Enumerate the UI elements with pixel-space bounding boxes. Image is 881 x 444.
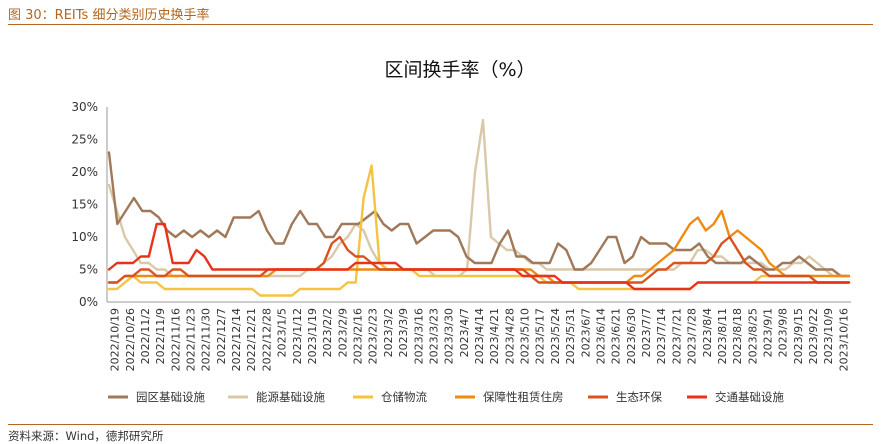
x-tick-label: 2022/11/23 xyxy=(185,308,198,371)
y-tick-label: 10% xyxy=(71,230,98,244)
legend-label: 交通基础设施 xyxy=(715,390,784,404)
axes: 0%5%10%15%20%25%30%2022/10/19 2022/10/26 2… xyxy=(71,100,851,371)
x-tick-label: 2023/1/12 xyxy=(291,308,304,364)
x-tick-label: 2023/6/7 xyxy=(579,308,592,357)
x-tick-label: 2023/3/30 xyxy=(443,308,456,364)
x-tick-label: 2023/3/9 xyxy=(397,308,410,357)
x-tick-label: 2023/5/31 xyxy=(564,308,577,364)
x-tick-label: 2022/10/26 xyxy=(124,308,137,371)
x-tick-label: 2023/2/23 xyxy=(367,308,380,364)
x-tick-label: 2023/9/8 xyxy=(777,308,790,357)
x-tick-label: 2023/8/18 xyxy=(731,308,744,364)
x-tick-label: 2022/11/30 xyxy=(200,308,213,371)
x-tick-label: 2023/5/17 xyxy=(534,308,547,364)
line-chart: 区间换手率（%） 0%5%10%15%20%25%30%2022/10/19 20… xyxy=(71,59,851,404)
series-line xyxy=(107,222,851,291)
legend: 园区基础设施 能源基础设施 仓储物流 保障性租赁住房 生态环保 交通基础设施 xyxy=(108,390,784,404)
series-line xyxy=(107,209,851,284)
x-tick-label: 2023/4/14 xyxy=(473,308,486,364)
x-tick-label: 2022/11/9 xyxy=(154,308,167,364)
x-tick-label: 2023/4/28 xyxy=(503,308,516,364)
x-tick-label: 2023/8/25 xyxy=(746,308,759,364)
x-tick-label: 2022/12/14 xyxy=(230,308,243,371)
x-tick-label: 2023/9/15 xyxy=(792,308,805,364)
source-note: 资料来源：Wind，德邦研究所 xyxy=(8,429,164,443)
legend-label: 生态环保 xyxy=(616,390,662,404)
x-tick-label: 2023/8/11 xyxy=(716,308,729,364)
x-tick-label: 2023/2/2 xyxy=(321,308,334,357)
x-tick-label: 2023/4/21 xyxy=(488,308,501,364)
x-tick-label: 2023/7/7 xyxy=(640,308,653,357)
x-tick-label: 2022/10/19 xyxy=(109,308,122,371)
x-tick-label: 2023/8/4 xyxy=(701,308,714,357)
x-tick-label: 2023/1/5 xyxy=(276,308,289,357)
y-tick-label: 0% xyxy=(79,295,98,309)
top-rule xyxy=(8,24,873,25)
x-tick-label: 2023/3/23 xyxy=(427,308,440,364)
x-tick-label: 2023/7/28 xyxy=(686,308,699,364)
bottom-rule xyxy=(8,424,873,425)
legend-label: 能源基础设施 xyxy=(256,390,325,404)
x-tick-label: 2022/11/16 xyxy=(169,308,182,371)
x-tick-label: 2023/2/16 xyxy=(352,308,365,364)
x-tick-label: 2023/5/24 xyxy=(549,308,562,364)
series-layer xyxy=(107,118,851,297)
legend-label: 园区基础设施 xyxy=(136,390,205,404)
x-tick-label: 2023/6/30 xyxy=(625,308,638,364)
x-tick-label: 2023/10/9 xyxy=(822,308,835,364)
x-tick-label: 2023/9/1 xyxy=(761,308,774,357)
x-tick-label: 2023/9/22 xyxy=(807,308,820,364)
y-tick-label: 5% xyxy=(79,263,98,277)
x-tick-label: 2023/4/7 xyxy=(458,308,471,357)
x-tick-label: 2022/12/7 xyxy=(215,308,228,364)
x-tick-label: 2022/11/2 xyxy=(139,308,152,364)
x-tick-label: 2023/10/16 xyxy=(837,308,850,371)
y-tick-label: 15% xyxy=(71,198,98,212)
x-tick-label: 2022/12/21 xyxy=(245,308,258,371)
y-tick-label: 30% xyxy=(71,100,98,114)
series-line xyxy=(107,151,851,278)
chart-title: 区间换手率（%） xyxy=(384,59,535,81)
x-tick-label: 2023/2/9 xyxy=(336,308,349,357)
legend-label: 仓储物流 xyxy=(381,390,427,404)
legend-label: 保障性租赁住房 xyxy=(483,390,564,404)
x-tick-label: 2023/7/14 xyxy=(655,308,668,364)
x-tick-label: 2023/5/10 xyxy=(519,308,532,364)
x-tick-label: 2023/6/14 xyxy=(594,308,607,364)
x-tick-label: 2023/3/2 xyxy=(382,308,395,357)
y-tick-label: 25% xyxy=(71,133,98,147)
x-tick-label: 2022/12/28 xyxy=(260,308,273,371)
y-tick-label: 20% xyxy=(71,165,98,179)
x-tick-label: 2023/7/21 xyxy=(670,308,683,364)
x-tick-label: 2023/6/21 xyxy=(610,308,623,364)
x-tick-label: 2023/3/16 xyxy=(412,308,425,364)
figure-caption: 图 30：REITs 细分类别历史换手率 xyxy=(8,8,210,23)
x-tick-label: 2023/1/19 xyxy=(306,308,319,364)
